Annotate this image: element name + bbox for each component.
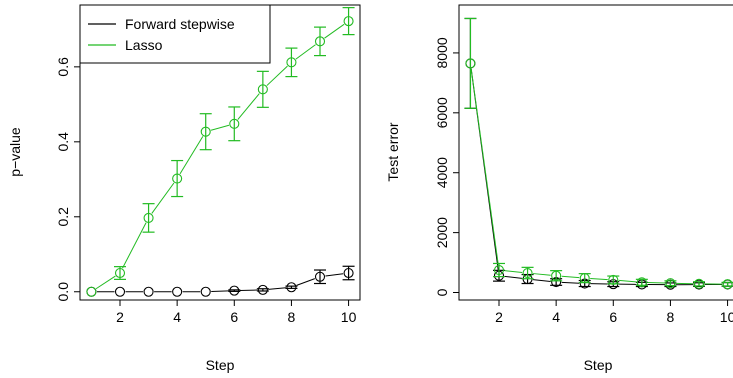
series-line-segment bbox=[211, 290, 229, 293]
data-point bbox=[114, 286, 126, 297]
y-tick-label: 6000 bbox=[434, 97, 450, 128]
legend-label-forward-stepwise: Forward stepwise bbox=[125, 16, 235, 32]
data-point bbox=[551, 270, 562, 281]
x-tick-label: 10 bbox=[720, 309, 733, 325]
data-point bbox=[114, 267, 126, 279]
legend: Forward stepwise Lasso bbox=[79, 4, 271, 64]
x-tick-label: 6 bbox=[609, 309, 617, 325]
data-point bbox=[522, 267, 533, 279]
data-point bbox=[172, 173, 183, 184]
data-point bbox=[343, 16, 354, 27]
y-axis-label: Test error bbox=[385, 122, 401, 181]
y-axis-label: p−value bbox=[7, 127, 23, 177]
data-point bbox=[286, 57, 297, 68]
series-line-segment bbox=[95, 275, 116, 290]
x-tick-label: 6 bbox=[230, 309, 238, 325]
series-line-segment bbox=[533, 273, 551, 276]
data-point bbox=[722, 279, 733, 290]
series-0 bbox=[464, 17, 733, 290]
data-point bbox=[200, 126, 211, 137]
y-tick-label: 0.6 bbox=[55, 57, 71, 77]
legend-box bbox=[79, 4, 271, 64]
series-line-segment bbox=[268, 287, 286, 290]
series-line-segment bbox=[590, 277, 608, 281]
x-tick-label: 10 bbox=[341, 309, 357, 325]
data-point bbox=[465, 58, 476, 69]
data-point bbox=[343, 267, 354, 279]
x-tick-label: 8 bbox=[667, 309, 675, 325]
data-point bbox=[636, 277, 647, 288]
x-tick-label: 2 bbox=[495, 309, 503, 325]
series-line-segment bbox=[179, 136, 204, 175]
data-point bbox=[86, 286, 97, 297]
data-point bbox=[608, 274, 619, 285]
series-1 bbox=[464, 17, 733, 290]
test-error-chart: Test error Step 2 4 6 8 10 0 2000 4000 6000 8000 bbox=[385, 4, 733, 373]
data-point bbox=[257, 284, 268, 295]
series-line-segment bbox=[504, 270, 523, 273]
data-point bbox=[579, 273, 590, 284]
series-line-segment bbox=[470, 68, 499, 265]
x-axis-label: Step bbox=[584, 357, 613, 373]
series-line-segment bbox=[561, 275, 580, 279]
series-line-segment bbox=[532, 279, 551, 282]
x-tick-label: 4 bbox=[552, 309, 560, 325]
series-line-segment bbox=[237, 93, 260, 120]
data-point bbox=[286, 282, 297, 293]
series-line-segment bbox=[122, 222, 147, 269]
y-tick-label: 2000 bbox=[434, 217, 450, 248]
data-point bbox=[493, 265, 505, 276]
series-line-segment bbox=[647, 282, 665, 284]
data-point bbox=[200, 286, 211, 297]
data-point bbox=[143, 212, 154, 223]
data-point bbox=[693, 278, 705, 289]
series-line-segment bbox=[151, 182, 175, 214]
series-line-segment bbox=[295, 44, 316, 60]
data-point bbox=[143, 286, 154, 297]
data-point bbox=[665, 278, 676, 289]
y-tick-label: 0.4 bbox=[55, 132, 71, 152]
x-tick-label: 4 bbox=[173, 309, 181, 325]
data-point bbox=[314, 36, 326, 47]
series-1 bbox=[86, 7, 355, 297]
y-tick-label: 4000 bbox=[434, 157, 450, 188]
y-tick-label: 0 bbox=[434, 288, 450, 296]
data-point bbox=[172, 286, 183, 297]
y-tick-label: 0.0 bbox=[55, 282, 71, 302]
data-point bbox=[314, 271, 326, 282]
series-0 bbox=[86, 265, 355, 297]
pvalue-chart: p−value Step Forward stepwise Lasso 2 4 6 8… bbox=[7, 4, 361, 373]
series-line-segment bbox=[325, 273, 344, 277]
series-line-segment bbox=[324, 23, 345, 39]
series-line-segment bbox=[266, 65, 288, 86]
x-tick-label: 2 bbox=[116, 309, 124, 325]
plot-frame bbox=[458, 4, 733, 301]
data-point bbox=[229, 285, 240, 296]
y-tick-label: 0.2 bbox=[55, 207, 71, 227]
series-line-segment bbox=[296, 278, 316, 286]
x-axis-label: Step bbox=[206, 357, 235, 373]
data-point bbox=[229, 118, 240, 129]
data-point bbox=[257, 84, 268, 95]
legend-label-lasso: Lasso bbox=[125, 37, 163, 53]
series-line-segment bbox=[561, 281, 580, 284]
series-line-segment bbox=[618, 279, 637, 283]
x-tick-label: 8 bbox=[288, 309, 296, 325]
series-line-segment bbox=[210, 124, 230, 131]
series-line-segment bbox=[504, 275, 523, 279]
y-tick-label: 8000 bbox=[434, 37, 450, 68]
